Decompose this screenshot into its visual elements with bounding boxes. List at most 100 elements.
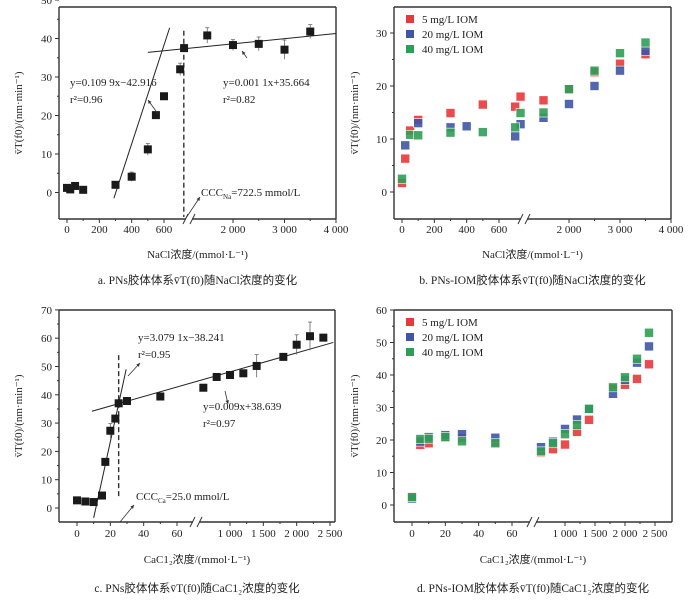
fit-r-squared: r²=0.95 bbox=[138, 349, 171, 361]
data-point bbox=[510, 101, 520, 112]
data-point bbox=[280, 45, 289, 54]
chart-panel-b: 0 10 20 30 0 200 400 600 2 000 3 000 4 000 NaCl浓度/(… bbox=[349, 6, 684, 287]
arrow-head bbox=[136, 363, 140, 367]
legend-marker bbox=[406, 45, 414, 53]
x-tick-label: 1 500 bbox=[583, 528, 608, 540]
chart-panel-a: 0 10 20 30 40 50 0 200 400 600 2 000 3 000 4 000 NaCl… bbox=[13, 0, 349, 287]
x-tick-label: 3 000 bbox=[608, 224, 633, 236]
chart-panel-d: 0 10 20 30 40 50 60 0 20 40 60 1 000 1 500 2 000 2 500… bbox=[349, 305, 673, 595]
data-point bbox=[515, 108, 526, 118]
y-tick-label: 70 bbox=[41, 305, 53, 317]
y-tick-label: 0 bbox=[382, 187, 388, 199]
x-tick-label: 60 bbox=[507, 528, 519, 540]
panel-caption: d. PNs-IOM胶体体系v̄T(f0)随CaC1₂浓度的变化 bbox=[417, 581, 650, 595]
x-tick-label: 1 000 bbox=[218, 528, 243, 540]
axis-break-mark bbox=[189, 213, 196, 225]
data-point bbox=[538, 107, 549, 118]
data-point bbox=[79, 185, 88, 194]
annotation-arrow bbox=[119, 504, 135, 523]
legend-label: 20 mg/L IOM bbox=[422, 332, 484, 344]
data-point bbox=[423, 433, 434, 444]
data-point bbox=[632, 353, 642, 364]
data-point bbox=[589, 81, 600, 91]
x-tick-label: 0 bbox=[409, 528, 415, 540]
y-axis-title: v̄T(f0)/(nm·min⁻¹) bbox=[13, 71, 25, 154]
x-tick-label: 40 bbox=[473, 528, 485, 540]
data-point bbox=[407, 492, 417, 503]
ccc-annotation: CCCNa=722.5 mmol/L bbox=[201, 187, 301, 201]
legend-label: 20 mg/L IOM bbox=[422, 29, 484, 41]
data-point bbox=[644, 359, 654, 370]
x-tick-label: 2 000 bbox=[613, 528, 638, 540]
data-point bbox=[306, 332, 314, 341]
y-tick-label: 50 bbox=[376, 338, 388, 350]
fit-r-squared: r²=0.96 bbox=[70, 94, 103, 106]
data-point bbox=[71, 181, 80, 190]
y-tick-label: 60 bbox=[376, 305, 388, 317]
data-point bbox=[572, 420, 582, 430]
y-tick-label: 20 bbox=[376, 81, 388, 93]
data-point bbox=[536, 446, 546, 457]
data-point bbox=[548, 438, 558, 449]
fit-r-squared: r²=0.82 bbox=[223, 94, 255, 106]
y-tick-label: 0 bbox=[47, 188, 53, 200]
y-tick-label: 30 bbox=[376, 28, 388, 40]
data-point bbox=[457, 436, 467, 447]
fit-equation: y=0.109 9x−42.916 bbox=[70, 77, 157, 89]
y-tick-label: 10 bbox=[41, 149, 53, 161]
y-tick-label: 40 bbox=[41, 390, 53, 402]
arrow-head bbox=[225, 400, 229, 404]
data-point bbox=[615, 65, 625, 76]
annotation-arrow bbox=[185, 196, 201, 219]
y-tick-label: 50 bbox=[41, 0, 53, 7]
y-axis-title: v̄T(f0)/(nm·min⁻¹) bbox=[13, 374, 25, 457]
x-tick-label: 2 000 bbox=[557, 224, 582, 236]
data-point bbox=[106, 426, 115, 435]
fit-r-squared: r²=0.97 bbox=[203, 418, 236, 430]
arrow-head bbox=[242, 51, 246, 55]
x-tick-label: 60 bbox=[172, 528, 184, 540]
legend-marker bbox=[406, 15, 414, 23]
x-tick-label: 40 bbox=[138, 528, 150, 540]
data-point bbox=[400, 153, 411, 164]
fit-equation: y=0.001 1x+35.664 bbox=[223, 77, 310, 89]
data-point bbox=[560, 429, 570, 439]
data-point bbox=[478, 127, 488, 137]
data-point bbox=[111, 414, 120, 423]
x-tick-label: 600 bbox=[156, 224, 173, 236]
x-tick-label: 400 bbox=[458, 224, 475, 236]
panel-caption: a. PNs胶体体系v̄T(f0)随NaCl浓度的变化 bbox=[98, 273, 298, 287]
x-tick-label: 20 bbox=[440, 528, 452, 540]
data-point bbox=[644, 327, 654, 338]
data-point bbox=[229, 41, 237, 50]
x-tick-label: 4 000 bbox=[324, 224, 349, 236]
data-point bbox=[279, 352, 288, 361]
y-tick-label: 30 bbox=[41, 72, 53, 84]
arrow-head bbox=[196, 197, 200, 201]
data-point bbox=[306, 27, 315, 36]
x-tick-label: 1 500 bbox=[251, 528, 276, 540]
data-point bbox=[538, 95, 549, 106]
axis-break-mark bbox=[526, 516, 533, 528]
legend-marker bbox=[406, 348, 414, 356]
data-point bbox=[405, 129, 415, 140]
data-point bbox=[180, 44, 189, 53]
y-tick-label: 20 bbox=[376, 435, 388, 447]
y-tick-label: 30 bbox=[41, 418, 53, 430]
data-point bbox=[413, 130, 423, 141]
y-tick-label: 10 bbox=[41, 475, 53, 487]
data-point bbox=[640, 46, 651, 56]
fit-equation: y=3.079 1x−38.241 bbox=[138, 332, 225, 344]
x-axis-title: CaC1₂浓度/(mmol·L⁻¹) bbox=[480, 552, 587, 566]
data-point bbox=[640, 37, 651, 48]
data-point bbox=[415, 434, 426, 444]
x-tick-label: 3 000 bbox=[272, 224, 297, 236]
x-axis-title: NaCl浓度/(mmol·L⁻¹) bbox=[482, 247, 583, 261]
data-point bbox=[160, 92, 168, 101]
data-point bbox=[615, 48, 625, 58]
data-point bbox=[413, 118, 423, 128]
data-point bbox=[397, 173, 407, 184]
y-tick-label: 0 bbox=[382, 500, 388, 512]
x-axis-title: CaC1₂浓度/(mmol·L⁻¹) bbox=[144, 552, 251, 566]
data-point bbox=[176, 65, 185, 74]
